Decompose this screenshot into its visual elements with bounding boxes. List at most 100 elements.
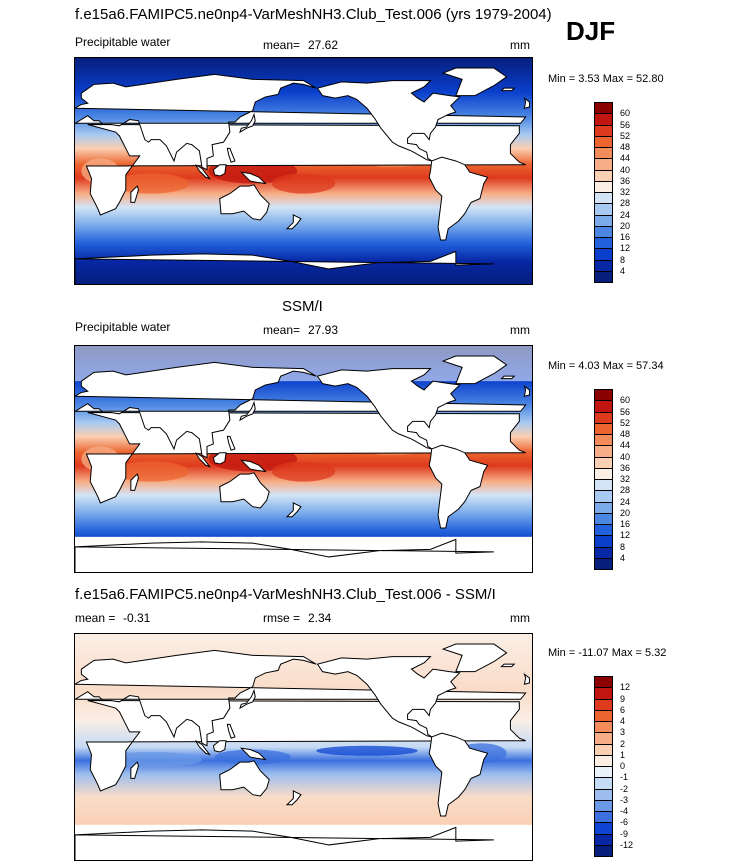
- colorbar-box: [594, 135, 613, 148]
- colorbar-tick-label: 44: [620, 153, 631, 164]
- model-colorbar: 60 56 52 48 44 40 36 32 28 24 20 16 12 8 4: [594, 102, 654, 283]
- continent-sumatra: [195, 164, 211, 180]
- continent-iceland: [500, 375, 516, 380]
- season-label: DJF: [566, 16, 616, 46]
- colorbar-box: [594, 169, 613, 182]
- diff-map: [75, 634, 532, 860]
- field-feature: [113, 461, 190, 482]
- colorbar-box: [594, 535, 613, 547]
- continent-newguinea: [239, 747, 267, 761]
- panel3-minmax: Min = -11.07 Max = 5.32: [548, 647, 667, 659]
- continent-australia: [219, 472, 270, 509]
- colorbar-tick-label: 36: [620, 462, 631, 473]
- colorbar-box: [594, 113, 613, 125]
- panel1-minmax: Min = 3.53 Max = 52.80: [548, 73, 664, 85]
- continent-australia: [219, 760, 270, 797]
- obs-colorbar: 60 56 52 48 44 40 36 32 28 24 20 16 12 8 4: [594, 389, 654, 570]
- missing-data-south: [75, 824, 532, 860]
- colorbar-tick-label: 8: [620, 254, 626, 265]
- colorbar-box: [594, 754, 613, 767]
- colorbar-box: [594, 799, 613, 812]
- colorbar-tick-label: -12: [620, 839, 634, 850]
- panel3-units: mm: [510, 611, 530, 625]
- field-feature: [271, 461, 336, 482]
- colorbar-box: [594, 192, 613, 204]
- colorbar-tick-label: 36: [620, 175, 631, 186]
- continent-nz: [285, 790, 302, 806]
- colorbar-box: [594, 203, 613, 215]
- colorbar-box: [594, 456, 613, 469]
- panel1-mean-label: mean=: [263, 38, 301, 52]
- model-map-panel: [74, 57, 533, 285]
- colorbar-tick-label: 4: [620, 552, 626, 563]
- colorbar-tick-label: 8: [620, 541, 626, 552]
- colorbar-box: [594, 259, 613, 272]
- continent-madagascar: [130, 761, 139, 779]
- colorbar-box: [594, 389, 613, 401]
- continent-namerica: [316, 656, 461, 738]
- colorbar-box: [594, 411, 613, 424]
- colorbar-tick-label: 4: [620, 716, 626, 726]
- continent-antarctica: [75, 250, 494, 284]
- main-title: f.e15a6.FAMIPC5.ne0np4-VarMeshNH3.Club_T…: [75, 6, 552, 23]
- missing-data-south: [75, 536, 532, 572]
- continent-japan: [239, 400, 256, 422]
- continent-greenland: [441, 355, 508, 385]
- colorbar-box: [594, 400, 613, 412]
- colorbar-tick-label: 24: [620, 496, 631, 507]
- colorbar-tick-label: -4: [620, 806, 629, 816]
- colorbar-box: [594, 766, 613, 778]
- continent-madagascar: [130, 473, 139, 491]
- colorbar-box: [594, 445, 613, 457]
- colorbar-box: [594, 676, 613, 688]
- colorbar-tick-label: 28: [620, 198, 631, 209]
- field-feature: [271, 173, 336, 194]
- colorbar-tick-label: 48: [620, 142, 631, 152]
- colorbar-box: [594, 512, 613, 525]
- panel2-mean-label: mean=: [263, 323, 301, 337]
- panel2-minmax: Min = 4.03 Max = 57.34: [548, 360, 664, 372]
- colorbar-box: [594, 467, 613, 480]
- colorbar-tick-label: 24: [620, 209, 631, 220]
- colorbar-box: [594, 501, 613, 514]
- continent-samerica: [428, 732, 489, 817]
- colorbar-box: [594, 214, 613, 227]
- continent-philippines: [226, 435, 236, 451]
- obs-map: [75, 346, 532, 572]
- colorbar-box: [594, 721, 613, 733]
- continent-eurasia: [75, 73, 527, 171]
- colorbar-box: [594, 434, 613, 446]
- continent-iceland: [500, 663, 516, 668]
- continent-antarctica: [75, 538, 494, 572]
- field-feature: [316, 745, 418, 756]
- continent-newguinea: [239, 171, 267, 185]
- continent-namerica: [316, 368, 461, 450]
- colorbar-box: [594, 422, 613, 435]
- continent-japan: [239, 688, 256, 710]
- colorbar-tick-label: 12: [620, 243, 631, 254]
- colorbar-tick-label: 4: [620, 265, 626, 276]
- colorbar-box: [594, 732, 613, 744]
- continent-samerica: [428, 156, 489, 241]
- diff-map-panel: [74, 633, 533, 861]
- panel3-mean-value: -0.31: [123, 611, 151, 625]
- continent-nz: [285, 214, 302, 230]
- colorbar-tick-label: 12: [620, 682, 631, 693]
- colorbar-tick-label: 52: [620, 417, 631, 428]
- colorbar-tick-label: 12: [620, 530, 631, 541]
- colorbar-box: [594, 158, 613, 170]
- continent-philippines: [226, 147, 236, 163]
- colorbar-box: [594, 687, 613, 699]
- panel3-rmse-label: rmse =: [263, 611, 301, 625]
- colorbar-tick-label: 2: [620, 738, 626, 749]
- colorbar-box: [594, 546, 613, 559]
- panel2-units: mm: [510, 323, 530, 337]
- colorbar-box: [594, 777, 613, 789]
- panel1-units: mm: [510, 38, 530, 52]
- panel3-mean-label: mean =: [75, 611, 116, 625]
- colorbar-tick-label: -9: [620, 828, 629, 839]
- colorbar-tick-label: 20: [620, 507, 631, 518]
- colorbar-box: [594, 811, 613, 823]
- colorbar-box: [594, 124, 613, 137]
- colorbar-tick-label: 20: [620, 220, 631, 231]
